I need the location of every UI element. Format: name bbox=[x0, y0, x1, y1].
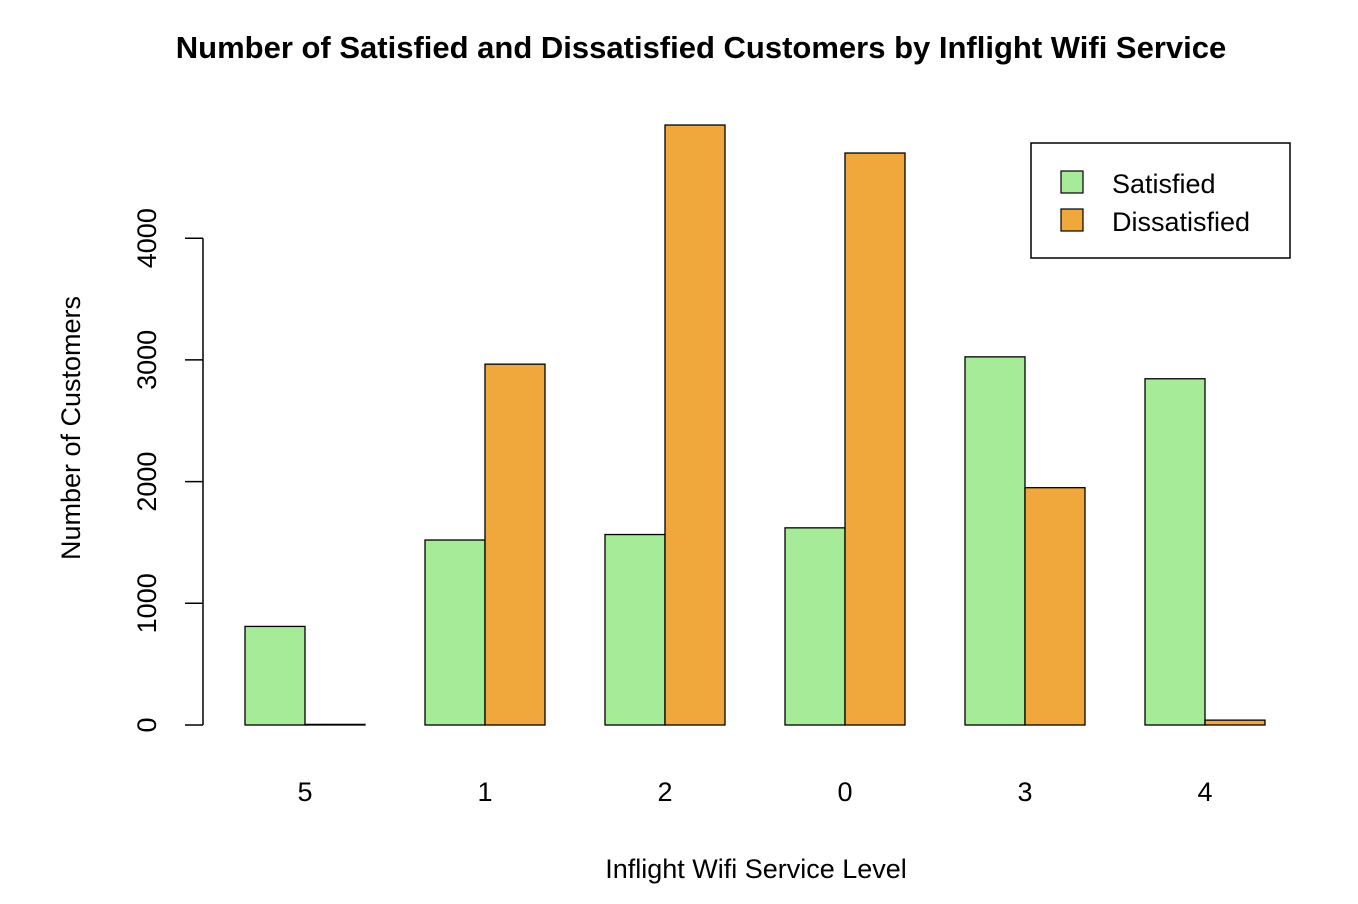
bar-dissatisfied-2 bbox=[664, 124, 726, 726]
x-tick-label: 2 bbox=[657, 777, 672, 807]
bar-satisfied-1 bbox=[424, 539, 486, 726]
x-tick-label: 1 bbox=[477, 777, 492, 807]
x-tick-label: 0 bbox=[837, 777, 852, 807]
y-tick-label: 1000 bbox=[132, 573, 162, 633]
bar-dissatisfied-3 bbox=[1024, 487, 1086, 726]
bar-dissatisfied-4 bbox=[1204, 719, 1266, 726]
y-tick-label: 2000 bbox=[132, 452, 162, 512]
bars bbox=[244, 124, 1266, 726]
y-axis-label: Number of Customers bbox=[56, 296, 86, 560]
bar-dissatisfied-0 bbox=[844, 152, 906, 726]
bar-dissatisfied-1 bbox=[484, 363, 546, 726]
x-axis-tick-labels: 5 1 2 0 3 4 bbox=[297, 777, 1212, 807]
legend-label-satisfied: Satisfied bbox=[1112, 169, 1216, 199]
x-axis-label: Inflight Wifi Service Level bbox=[605, 854, 907, 884]
legend: Satisfied Dissatisfied bbox=[1030, 142, 1291, 259]
chart-title: Number of Satisfied and Dissatisfied Cus… bbox=[176, 30, 1227, 65]
y-tick-label: 3000 bbox=[132, 330, 162, 390]
bar-satisfied-5 bbox=[244, 625, 306, 726]
bar-dissatisfied-5 bbox=[304, 723, 366, 726]
bar-satisfied-0 bbox=[784, 527, 846, 726]
y-tick-label: 0 bbox=[132, 717, 162, 732]
legend-box bbox=[1030, 142, 1291, 259]
legend-swatch-satisfied bbox=[1060, 170, 1084, 194]
legend-label-dissatisfied: Dissatisfied bbox=[1112, 207, 1250, 237]
bar-satisfied-2 bbox=[604, 533, 666, 726]
y-axis: 0 1000 2000 3000 4000 bbox=[132, 208, 204, 733]
x-tick-label: 4 bbox=[1197, 777, 1212, 807]
x-tick-label: 3 bbox=[1017, 777, 1032, 807]
bar-satisfied-4 bbox=[1144, 378, 1206, 726]
bar-satisfied-3 bbox=[964, 356, 1026, 726]
legend-swatch-dissatisfied bbox=[1060, 208, 1084, 232]
x-tick-label: 5 bbox=[297, 777, 312, 807]
y-tick-label: 4000 bbox=[132, 208, 162, 268]
